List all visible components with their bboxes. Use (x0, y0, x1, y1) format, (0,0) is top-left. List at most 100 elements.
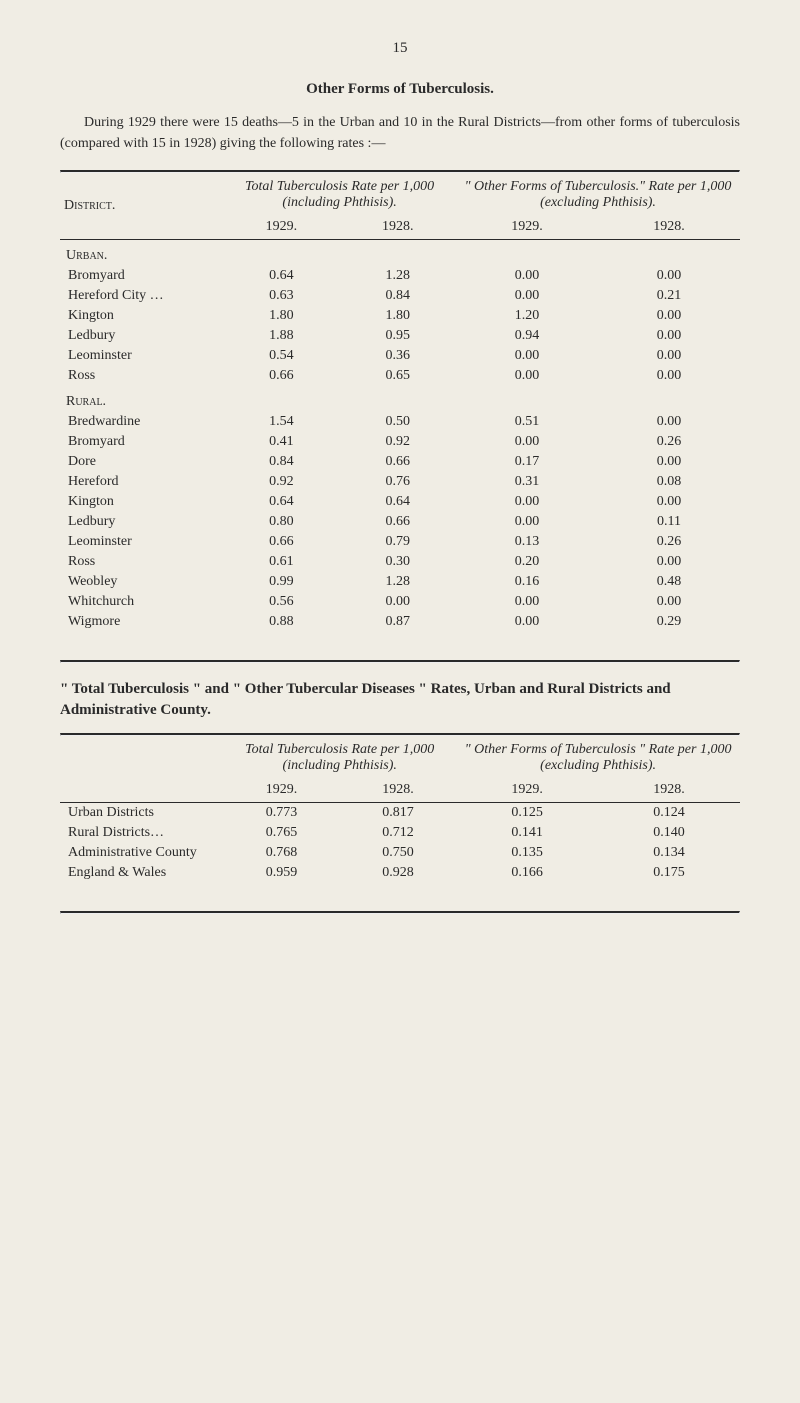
table-row: Leominster0.660.790.130.26 (60, 532, 740, 552)
value-cell: 0.66 (340, 512, 456, 532)
district-name: Leominster (60, 346, 223, 366)
value-cell: 0.00 (598, 452, 740, 472)
value-cell: 0.124 (598, 803, 740, 824)
table-1: District. Total Tuberculosis Rate per 1,… (60, 173, 740, 632)
year-1929-c: 1929. (223, 780, 340, 803)
value-cell: 0.79 (340, 532, 456, 552)
table-row: Bromyard0.641.280.000.00 (60, 266, 740, 286)
table-row: Ross0.610.300.200.00 (60, 552, 740, 572)
value-cell: 0.13 (456, 532, 598, 552)
district-name: Dore (60, 452, 223, 472)
table-row: Urban Districts0.7730.8170.1250.124 (60, 803, 740, 824)
value-cell: 0.50 (340, 412, 456, 432)
district-name: Ross (60, 552, 223, 572)
value-cell: 0.00 (456, 432, 598, 452)
row-label: Rural Districts… (60, 823, 223, 843)
value-cell: 0.166 (456, 863, 598, 883)
page-number: 15 (60, 40, 740, 57)
col-header-other-2: " Other Forms of Tuberculosis " Rate per… (456, 736, 740, 780)
value-cell: 0.66 (223, 366, 339, 386)
value-cell: 0.00 (456, 266, 598, 286)
value-cell: 1.20 (456, 306, 598, 326)
district-name: Whitchurch (60, 592, 223, 612)
value-cell: 0.26 (598, 432, 740, 452)
group-header: Urban. (60, 240, 740, 267)
table-row: Leominster0.540.360.000.00 (60, 346, 740, 366)
value-cell: 0.768 (223, 843, 340, 863)
value-cell: 0.00 (456, 346, 598, 366)
table-row: England & Wales0.9590.9280.1660.175 (60, 863, 740, 883)
value-cell: 1.54 (223, 412, 339, 432)
value-cell: 0.76 (340, 472, 456, 492)
value-cell: 0.817 (340, 803, 457, 824)
value-cell: 0.48 (598, 572, 740, 592)
intro-paragraph: During 1929 there were 15 deaths—5 in th… (60, 112, 740, 154)
value-cell: 0.11 (598, 512, 740, 532)
value-cell: 0.125 (456, 803, 598, 824)
value-cell: 1.80 (223, 306, 339, 326)
district-name: Weobley (60, 572, 223, 592)
value-cell: 0.99 (223, 572, 339, 592)
value-cell: 0.92 (223, 472, 339, 492)
value-cell: 0.30 (340, 552, 456, 572)
value-cell: 0.54 (223, 346, 339, 366)
value-cell: 0.00 (598, 552, 740, 572)
value-cell: 0.00 (598, 412, 740, 432)
value-cell: 0.94 (456, 326, 598, 346)
table-row: Kington0.640.640.000.00 (60, 492, 740, 512)
table-row: Bredwardine1.540.500.510.00 (60, 412, 740, 432)
value-cell: 0.135 (456, 843, 598, 863)
value-cell: 0.64 (340, 492, 456, 512)
table-row: Hereford City …0.630.840.000.21 (60, 286, 740, 306)
value-cell: 0.31 (456, 472, 598, 492)
value-cell: 0.26 (598, 532, 740, 552)
year-1929-d: 1929. (456, 780, 598, 803)
col-header-district: District. (60, 173, 223, 240)
table-2: Total Tuberculosis Rate per 1,000 (inclu… (60, 736, 740, 883)
value-cell: 1.80 (340, 306, 456, 326)
value-cell: 0.61 (223, 552, 339, 572)
value-cell: 0.66 (340, 452, 456, 472)
value-cell: 0.95 (340, 326, 456, 346)
value-cell: 0.712 (340, 823, 457, 843)
year-1928-b: 1928. (598, 217, 740, 240)
district-name: Wigmore (60, 612, 223, 632)
value-cell: 0.17 (456, 452, 598, 472)
value-cell: 0.00 (456, 286, 598, 306)
value-cell: 0.80 (223, 512, 339, 532)
value-cell: 0.928 (340, 863, 457, 883)
value-cell: 0.773 (223, 803, 340, 824)
value-cell: 0.959 (223, 863, 340, 883)
value-cell: 0.00 (598, 266, 740, 286)
district-name: Hereford (60, 472, 223, 492)
section-1-title: Other Forms of Tuberculosis. (60, 81, 740, 98)
value-cell: 0.36 (340, 346, 456, 366)
district-name: Leominster (60, 532, 223, 552)
table-2-bottom-rule (60, 911, 740, 914)
group-header: Rural. (60, 386, 740, 412)
value-cell: 0.84 (340, 286, 456, 306)
value-cell: 0.750 (340, 843, 457, 863)
district-name: Kington (60, 306, 223, 326)
district-name: Ledbury (60, 512, 223, 532)
table-row: Dore0.840.660.170.00 (60, 452, 740, 472)
row-label: England & Wales (60, 863, 223, 883)
col-header-other: " Other Forms of Tuberculosis." Rate per… (456, 173, 740, 217)
table-row: Wigmore0.880.870.000.29 (60, 612, 740, 632)
value-cell: 0.87 (340, 612, 456, 632)
value-cell: 0.66 (223, 532, 339, 552)
district-name: Ledbury (60, 326, 223, 346)
value-cell: 0.20 (456, 552, 598, 572)
value-cell: 0.00 (598, 592, 740, 612)
value-cell: 0.92 (340, 432, 456, 452)
value-cell: 0.765 (223, 823, 340, 843)
value-cell: 1.28 (340, 266, 456, 286)
value-cell: 0.00 (456, 612, 598, 632)
table-row: Kington1.801.801.200.00 (60, 306, 740, 326)
col-header-total-2: Total Tuberculosis Rate per 1,000 (inclu… (223, 736, 456, 780)
value-cell: 0.41 (223, 432, 339, 452)
col-header-total: Total Tuberculosis Rate per 1,000 (inclu… (223, 173, 456, 217)
value-cell: 0.64 (223, 492, 339, 512)
value-cell: 0.63 (223, 286, 339, 306)
table-row: Administrative County0.7680.7500.1350.13… (60, 843, 740, 863)
